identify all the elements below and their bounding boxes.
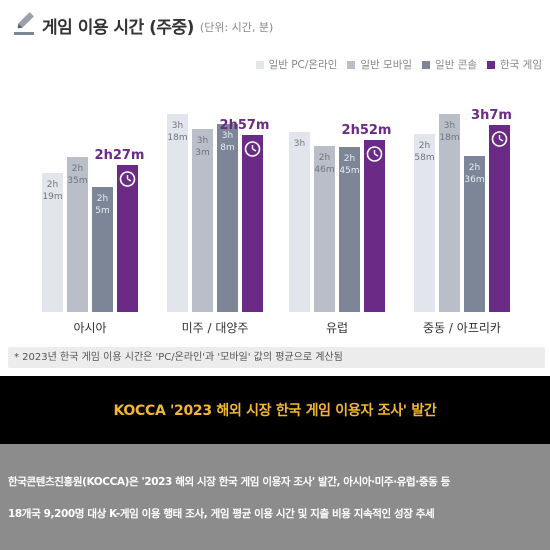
bar-chart: 2h 19m 2h 35m 2h 5m 2h27m 아시아 3h 18m 3h 3m 3h 8m 2h57m…	[42, 108, 512, 335]
bar-value-label: 18m	[439, 133, 459, 143]
bar	[42, 173, 63, 312]
bar	[67, 157, 88, 312]
bar-value-label: 58m	[414, 153, 434, 163]
banner: KOCCA '2023 해외 시장 한국 게임 이용자 조사' 발간	[0, 376, 550, 444]
category-label: 미주 / 대양주	[182, 321, 249, 335]
bar-value-label: 5m	[95, 206, 110, 216]
korea-value-label: 2h52m	[342, 123, 392, 138]
bar-value-label: 46m	[314, 165, 334, 175]
bar-value-label: 3h	[222, 131, 233, 141]
korea-value-label: 2h27m	[95, 148, 145, 163]
bar-value-label: 2h	[97, 194, 108, 204]
banner-title: KOCCA '2023 해외 시장 한국 게임 이용자 조사' 발간	[113, 403, 437, 419]
bar-value-label: 3h	[172, 121, 183, 131]
bar-value-label: 18m	[167, 133, 187, 143]
bar	[217, 124, 238, 312]
legend-label: 일반 콘솔	[435, 59, 478, 71]
chart-area: 게임 이용 시간 (주중) (단위: 시간, 분) 일반 PC/온라인 일반 모바…	[8, 10, 545, 368]
category-label: 중동 / 아프리카	[423, 321, 501, 335]
legend: 일반 PC/온라인 일반 모바일 일반 콘솔 한국 게임	[246, 57, 542, 72]
bar-value-label: 3h	[444, 121, 455, 131]
chart-unit: (단위: 시간, 분)	[199, 20, 274, 34]
title-row: 게임 이용 시간 (주중) (단위: 시간, 분)	[12, 10, 273, 40]
bar-value-label: 2h	[72, 164, 83, 174]
bar	[414, 134, 435, 312]
legend-swatch	[487, 60, 496, 69]
bar	[92, 187, 113, 312]
category-label: 아시아	[73, 321, 106, 335]
bar-value-label: 2h	[469, 163, 480, 173]
category-label: 유럽	[326, 321, 348, 335]
legend-item-3: 일반 콘솔	[422, 57, 477, 72]
legend-swatch	[422, 60, 431, 69]
bar-value-label: 19m	[42, 192, 62, 202]
bar	[339, 147, 360, 312]
chart-title: 게임 이용 시간 (주중)	[42, 17, 194, 38]
bar	[167, 114, 188, 312]
clock-icon	[119, 171, 136, 187]
legend-label: 일반 모바일	[360, 59, 413, 71]
bar	[242, 135, 263, 312]
bar-value-label: 35m	[67, 176, 87, 186]
bar-value-label: 8m	[220, 143, 235, 153]
legend-item-2: 일반 모바일	[347, 57, 412, 72]
clock-icon	[491, 131, 508, 147]
bar	[489, 125, 510, 312]
body-area: 한국콘텐츠진흥원(KOCCA)은 '2023 해외 시장 한국 게임 이용자 조…	[0, 444, 550, 550]
korea-value-label: 3h7m	[471, 108, 512, 123]
bar-value-label: 3m	[195, 148, 210, 158]
legend-swatch	[347, 60, 356, 69]
bar-value-label: 3h	[197, 136, 208, 146]
bar-value-label: 36m	[464, 175, 484, 185]
bar	[314, 146, 335, 312]
footnote: * 2023년 한국 게임 이용 시간은 'PC/온라인'과 '모바일' 값의 …	[8, 347, 545, 368]
legend-label: 일반 PC/온라인	[268, 59, 338, 71]
clock-icon	[244, 141, 261, 157]
bar	[364, 140, 385, 312]
bar	[289, 132, 310, 312]
bar-value-label: 45m	[339, 166, 359, 176]
bar-value-label: 2h	[419, 141, 430, 151]
bar-value-label: 2h	[47, 180, 58, 190]
clock-icon	[366, 146, 383, 162]
bar	[439, 114, 460, 312]
bar-value-label: 2h	[344, 154, 355, 164]
legend-label: 한국 게임	[500, 59, 542, 71]
legend-item-4: 한국 게임	[487, 57, 542, 72]
bar-value-label: 3h	[294, 139, 305, 149]
body-line-2: 18개국 9,200명 대상 K-게임 이용 행태 조사, 게임 평균 이용 시…	[8, 508, 435, 520]
pencil-icon	[14, 12, 34, 35]
korea-value-label: 2h57m	[220, 118, 270, 133]
bar-value-label: 2h	[319, 153, 330, 163]
bar	[192, 129, 213, 312]
bar	[117, 165, 138, 312]
legend-item-1: 일반 PC/온라인	[255, 57, 338, 72]
legend-swatch	[255, 60, 264, 69]
body-line-1: 한국콘텐츠진흥원(KOCCA)은 '2023 해외 시장 한국 게임 이용자 조…	[8, 476, 450, 488]
bar	[464, 156, 485, 312]
